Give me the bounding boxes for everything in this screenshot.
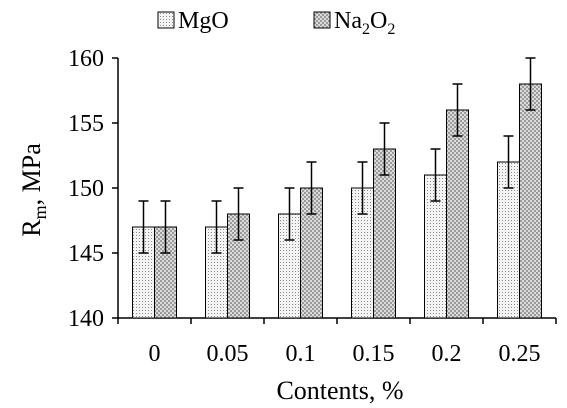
x-tick-label: 0.15 (353, 341, 395, 367)
x-tick-label: 0.05 (207, 341, 249, 367)
error-bars (138, 57, 536, 254)
x-tick-label: 0.2 (432, 341, 462, 367)
x-axis-title: Contents, % (276, 376, 403, 405)
legend-swatch-na2o2 (313, 11, 331, 29)
y-tick-label: 155 (68, 111, 104, 137)
legend-item-na2o2: Na2O2 (313, 8, 395, 38)
axes (112, 57, 557, 324)
x-tick-label: 0.1 (286, 341, 316, 367)
y-tick-label: 145 (68, 241, 104, 267)
bar-na2o2 (446, 109, 469, 319)
bar-na2o2 (519, 83, 542, 319)
x-tick-label: 0.25 (499, 341, 541, 367)
y-tick-label: 150 (68, 176, 104, 202)
legend-label-mgo: MgO (178, 8, 229, 34)
x-tick-label: 0 (149, 341, 161, 367)
legend-label-na2o2: Na2O2 (334, 8, 395, 38)
bars (132, 83, 542, 319)
legend-item-mgo: MgO (157, 8, 229, 34)
legend-swatch-mgo (157, 11, 175, 29)
y-tick-label: 140 (68, 306, 104, 332)
y-tick-label: 160 (68, 46, 104, 72)
legend: MgO Na2O2 (157, 8, 395, 38)
y-axis-title: Rm, MPa (17, 143, 50, 237)
tick-labels: 140 145 150 155 160 0 0.05 0.1 0.15 0.2 0.25 (68, 46, 541, 367)
